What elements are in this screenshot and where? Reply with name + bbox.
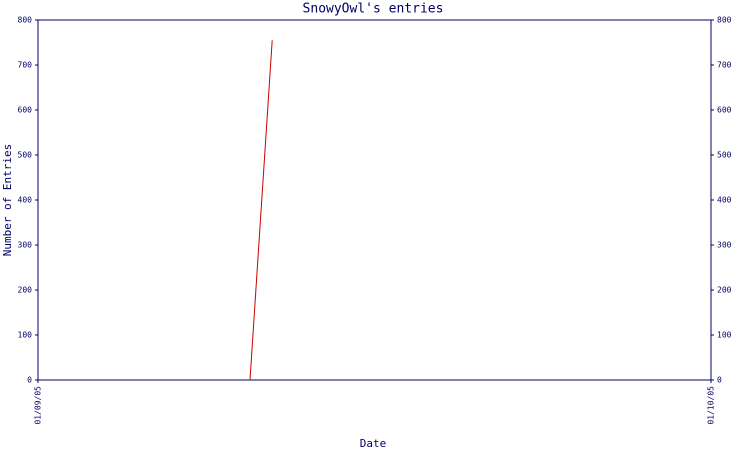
y2-tick-label: 600	[717, 106, 732, 115]
y-tick-label: 300	[18, 241, 33, 250]
y-tick-label: 800	[18, 16, 33, 25]
y2-tick-label: 100	[717, 331, 732, 340]
y2-tick-label: 0	[717, 376, 722, 385]
data-line	[249, 40, 273, 381]
y-tick-label: 700	[18, 61, 33, 70]
y2-tick-label: 800	[717, 16, 732, 25]
y2-tick-label: 400	[717, 196, 732, 205]
y-tick-label: 200	[18, 286, 33, 295]
y2-tick-label: 200	[717, 286, 732, 295]
x-tick-label: 01/10/05	[707, 386, 716, 425]
y-tick-label: 400	[18, 196, 33, 205]
y-tick-label: 500	[18, 151, 33, 160]
y2-tick-label: 500	[717, 151, 732, 160]
plot-frame	[37, 19, 712, 381]
y-tick-label: 100	[18, 331, 33, 340]
x-axis-label: Date	[360, 437, 387, 450]
y2-tick-label: 700	[717, 61, 732, 70]
y2-tick-label: 300	[717, 241, 732, 250]
y-tick-label: 0	[27, 376, 32, 385]
chart-title: SnowyOwl's entries	[303, 2, 444, 17]
y-axis-label: Number of Entries	[1, 144, 14, 257]
y-tick-label: 600	[18, 106, 33, 115]
x-tick-label: 01/09/05	[34, 386, 43, 425]
